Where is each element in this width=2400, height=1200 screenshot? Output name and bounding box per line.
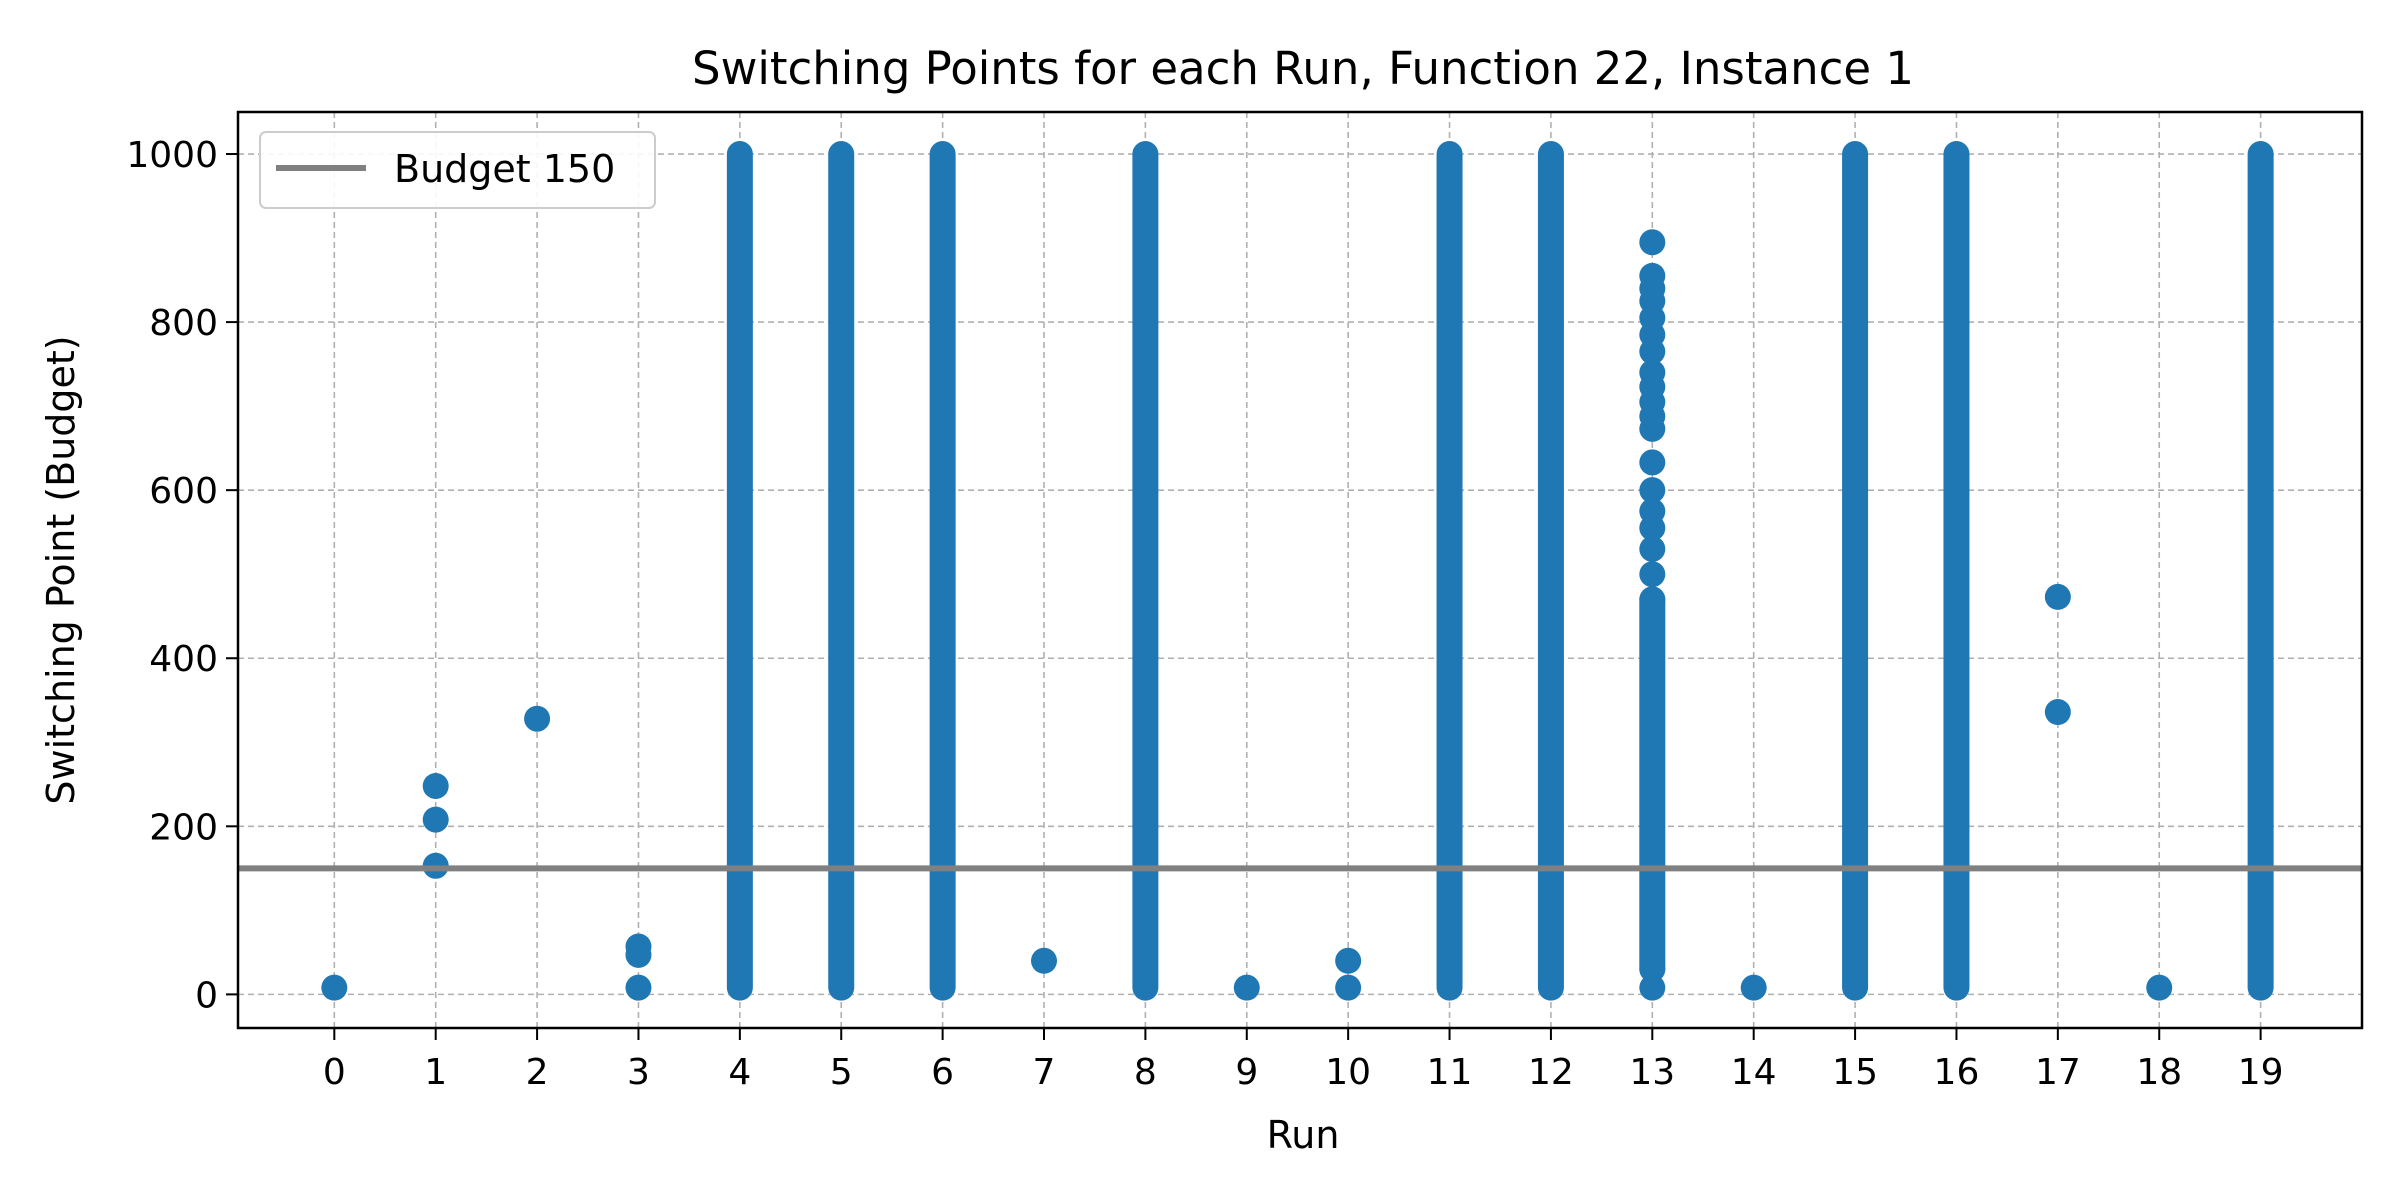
data-point: [1639, 359, 1666, 386]
data-point: [1335, 947, 1362, 974]
legend-box: [259, 131, 656, 209]
x-tick-label: 19: [2238, 1052, 2284, 1093]
x-tick-label: 15: [1832, 1052, 1878, 1093]
x-tick-label: 0: [323, 1052, 346, 1093]
x-tick-label: 10: [1325, 1052, 1371, 1093]
y-axis-label: Switching Point (Budget): [39, 335, 83, 804]
data-point: [1639, 477, 1666, 504]
x-tick-label: 11: [1427, 1052, 1473, 1093]
legend: Budget 150: [259, 131, 656, 209]
x-tick-label: 2: [526, 1052, 549, 1093]
legend-entry-budget: Budget 150: [394, 147, 615, 191]
x-tick-label: 14: [1731, 1052, 1777, 1093]
data-point: [625, 933, 652, 960]
x-tick-label: 12: [1528, 1052, 1574, 1093]
data-point: [1639, 974, 1666, 1001]
data-point: [1740, 974, 1767, 1001]
data-point: [1639, 586, 1666, 613]
x-tick-label: 5: [830, 1052, 853, 1093]
data-point: [321, 974, 348, 1001]
data-point: [1639, 229, 1666, 256]
data-point: [524, 705, 551, 732]
data-point: [1639, 956, 1666, 983]
x-tick-label: 6: [931, 1052, 954, 1093]
data-point: [1335, 974, 1362, 1001]
data-point: [2146, 974, 2173, 1001]
x-tick-label: 16: [1934, 1052, 1980, 1093]
data-point: [625, 974, 652, 1001]
data-point: [1031, 947, 1058, 974]
y-tick-label: 1000: [126, 135, 218, 176]
data-point: [2044, 583, 2071, 610]
y-tick-label: 400: [149, 639, 218, 680]
y-tick-label: 0: [195, 975, 218, 1016]
data-point: [2044, 699, 2071, 726]
x-tick-label: 9: [1235, 1052, 1258, 1093]
x-tick-label: 4: [728, 1052, 751, 1093]
y-tick-label: 200: [149, 807, 218, 848]
x-tick-label: 3: [627, 1052, 650, 1093]
x-tick-label: 1: [424, 1052, 447, 1093]
data-point: [1639, 498, 1666, 525]
x-tick-label: 8: [1134, 1052, 1157, 1093]
data-point: [1639, 262, 1666, 289]
x-axis-label: Run: [1267, 1113, 1340, 1157]
data-point: [1639, 561, 1666, 588]
data-point: [1639, 535, 1666, 562]
x-tick-label: 17: [2035, 1052, 2081, 1093]
plot-frame: [236, 110, 2364, 1030]
x-axis-ticks: 0 1 2 3 4 5 6 7 8 9 10 11 12 13 14 15 16 17 18 19: [323, 1028, 2284, 1093]
y-tick-label: 600: [149, 471, 218, 512]
data-point: [422, 772, 449, 799]
data-point: [1233, 974, 1260, 1001]
x-tick-label: 7: [1033, 1052, 1056, 1093]
data-point: [1639, 449, 1666, 476]
x-tick-label: 13: [1629, 1052, 1675, 1093]
y-axis-ticks: 0 200 400 600 800 1000: [126, 135, 238, 1016]
data-points: [321, 141, 2274, 1001]
chart-title: Switching Points for each Run, Function …: [692, 42, 1914, 95]
data-point: [422, 806, 449, 833]
y-tick-label: 800: [149, 303, 218, 344]
x-tick-label: 18: [2136, 1052, 2182, 1093]
